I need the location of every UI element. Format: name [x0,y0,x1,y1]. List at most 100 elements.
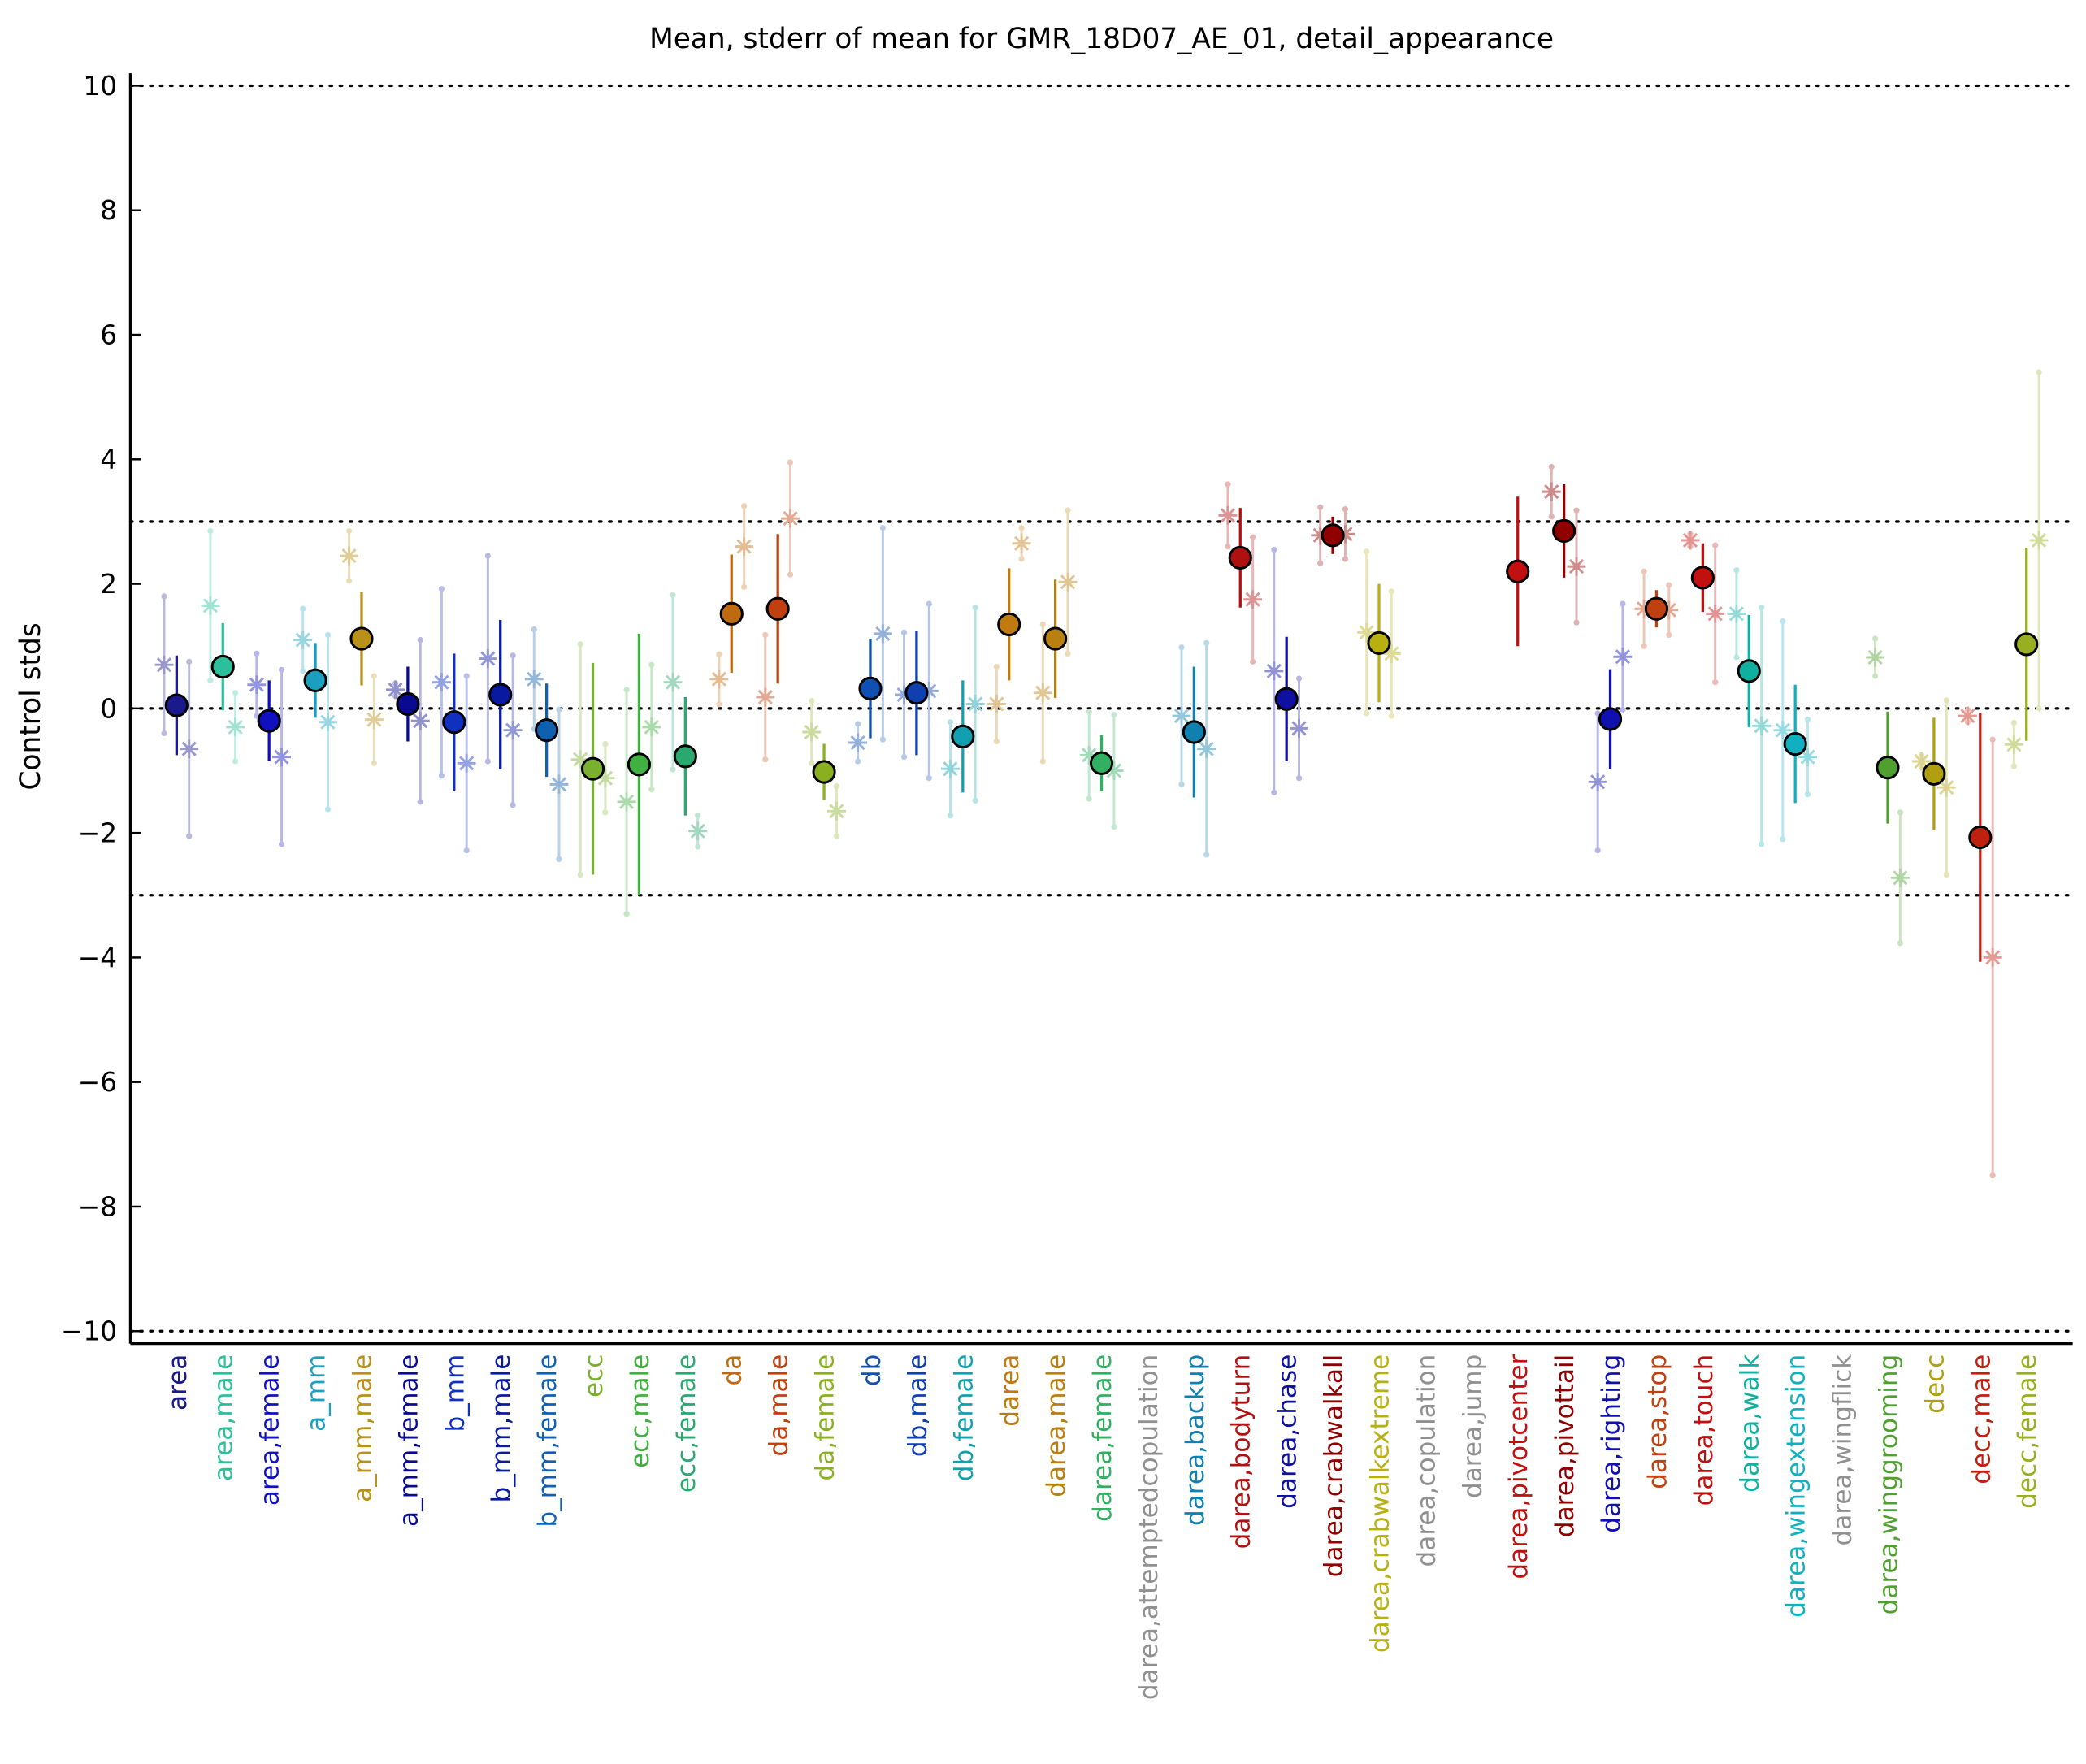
mean-marker [1552,518,1576,544]
left-error-bar-end [2010,763,2017,769]
asterisk-marker [735,537,754,557]
asterisk-stroke [804,724,819,740]
asterisk-stroke [665,674,681,690]
asterisk-marker [1243,590,1263,609]
right-error-bar-end [1295,775,1303,782]
right-error-bar-end [463,673,470,679]
right-error-bar-end [1943,697,1949,704]
asterisk-stroke [1220,508,1235,523]
right-error-bar-end [1943,871,1949,878]
asterisk-marker [965,695,985,713]
mean-marker [904,681,929,705]
left-error-bar-end [762,756,769,763]
right-error-bar-end [278,666,285,673]
left-error-bar-end [438,586,445,592]
x-tick-label: darea,walk [1736,1354,1765,1493]
left-error-bar-end [577,641,583,648]
right-error-bar-end [1018,524,1025,531]
right-error-bar-end [602,740,609,748]
x-tick-label: darea,female [1088,1354,1117,1522]
asterisk-marker [247,675,267,695]
right-error-bar-end [1388,588,1394,595]
asterisk-marker [688,821,708,841]
left-error-bar-end [484,758,491,765]
asterisk-stroke [1800,749,1815,765]
asterisk-marker [873,624,892,644]
asterisk-stroke [989,696,1004,712]
x-tick-label: darea,righting [1597,1354,1626,1533]
asterisk-stroke [1266,663,1282,678]
asterisk-stroke [1728,606,1744,622]
right-error-bar-end [879,524,886,531]
right-error-bar-end [1759,605,1765,611]
asterisk-marker [1218,505,1238,525]
asterisk-marker [756,687,775,707]
right-error-bar-end [648,786,655,793]
mean-marker [1783,731,1807,756]
right-error-bar-end [2036,705,2042,712]
asterisk-stroke [711,671,726,687]
asterisk-stroke [434,674,449,690]
right-error-bar-end [1065,507,1071,514]
x-tick-label: decc,male [1967,1354,1996,1484]
asterisk-stroke [1384,646,1399,661]
asterisk-marker [1012,534,1031,553]
left-error-bar-end [623,687,630,693]
mean-marker [1228,545,1252,570]
right-error-bar-end [1203,639,1210,646]
left-error-bar-end [1271,546,1277,553]
left-error-bar-end [855,721,861,727]
left-error-bar-end [207,527,214,535]
right-error-bar-end [324,631,332,639]
left-error-bar-end [1594,847,1601,854]
asterisk-stroke [968,696,983,712]
right-error-bar-end [833,833,840,839]
x-tick-label: darea,copulation [1412,1354,1441,1567]
mean-marker [673,744,697,769]
left-error-bar-end [947,719,954,726]
asterisk-stroke [1291,721,1307,736]
asterisk-marker [1866,648,1885,667]
right-error-bar-end [510,802,516,808]
left-error-bar-end [254,650,260,657]
asterisk-marker [781,509,800,528]
mean-marker [164,693,189,717]
asterisk-marker [1172,706,1191,726]
asterisk-stroke [2032,532,2047,548]
left-error-bar-end [1225,543,1231,550]
asterisk-stroke [320,714,336,730]
y-tick-label: −8 [78,1191,117,1222]
x-tick-label: db [857,1354,886,1386]
right-error-bar-end [186,658,193,665]
asterisk-marker [1681,531,1700,550]
y-tick-label: −2 [78,818,117,849]
left-error-bar-end [1641,643,1647,649]
asterisk-stroke [1914,753,1929,769]
asterisk-marker [457,753,476,773]
asterisk-stroke [644,719,659,735]
x-tick-label: darea,winggrooming [1874,1354,1903,1615]
left-error-bar-end [993,738,1000,745]
right-error-bar-end [1897,809,1903,816]
right-error-bar-end [1897,940,1903,947]
x-tick-label: ecc [579,1354,609,1398]
right-error-bar-end [1666,582,1672,588]
asterisk-marker [364,710,384,730]
asterisk-marker [1983,947,2002,967]
mean-marker [349,626,374,651]
left-error-bar-end [207,677,214,683]
x-tick-label: a_mm [302,1354,332,1432]
right-error-bar-end [833,783,840,790]
x-tick-label: da,male [765,1354,794,1457]
right-error-bar-end [695,843,701,850]
left-error-bar-end [1039,758,1046,765]
x-tick-label: darea,male [1042,1354,1071,1497]
left-error-bar-end [855,758,861,765]
x-tick-label: darea,pivotcenter [1504,1354,1533,1579]
asterisk-marker [272,748,291,767]
right-error-bar-end [879,736,886,743]
asterisk-marker [2004,735,2023,754]
left-error-bar-end [346,527,353,535]
